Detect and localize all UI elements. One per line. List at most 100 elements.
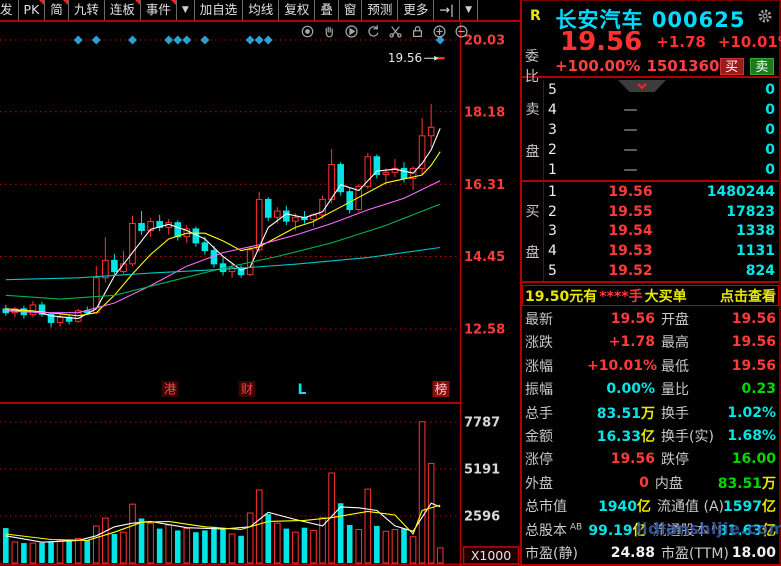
top-toolbar: 发 PK 简九转 连板 事件 ▼ 加自选 均线 复权叠窗预测 更多 →| ▼ bbox=[0, 0, 520, 22]
toolbar-item-窗[interactable]: 窗 bbox=[337, 0, 362, 20]
svg-text:L: L bbox=[298, 382, 307, 398]
toolbar-item-简[interactable]: 简 bbox=[44, 0, 68, 20]
order-level-row[interactable]: 1 — 0 bbox=[544, 160, 779, 180]
stat-value: 18.00 bbox=[731, 545, 776, 562]
level-number: 3 bbox=[548, 122, 557, 138]
level-price[interactable]: 19.55 bbox=[608, 203, 653, 220]
new-feature-mark bbox=[39, 0, 45, 5]
lock-icon[interactable] bbox=[410, 24, 425, 39]
stat-value: 19.56 bbox=[610, 310, 655, 327]
big-order-alert: 19.50元有 ****手 大买单 点击查看 bbox=[522, 285, 779, 306]
stat-value: 19.56 bbox=[731, 357, 776, 374]
stats-row: 总股本 AB 99.19亿 流通股本 A 81.63亿 bbox=[522, 518, 779, 541]
level-volume: 0 bbox=[765, 162, 775, 178]
stat-value: 1597亿 bbox=[723, 499, 776, 516]
level-price[interactable]: — bbox=[623, 122, 638, 138]
toolbar-item-预测[interactable]: 预测 bbox=[361, 0, 397, 20]
weicha-value: 1501360 bbox=[646, 57, 720, 75]
toolbar-item-PK[interactable]: PK bbox=[17, 0, 45, 20]
stat-value: 1940亿 bbox=[598, 499, 652, 516]
stat-label: 市盈(静) bbox=[525, 546, 578, 563]
stat-label: 最低 bbox=[661, 358, 689, 375]
toolbar-item-发[interactable]: 发 bbox=[0, 0, 18, 20]
level-price[interactable]: — bbox=[623, 142, 638, 158]
stat-label: 总股本 AB bbox=[525, 522, 583, 539]
gear-icon[interactable] bbox=[757, 8, 773, 24]
svg-text:X1000: X1000 bbox=[471, 548, 511, 563]
toolbar-item-叠[interactable]: 叠 bbox=[314, 0, 338, 20]
stat-label: 开盘 bbox=[661, 311, 689, 328]
big-order-text: ****手 bbox=[599, 288, 643, 305]
undo-icon[interactable] bbox=[366, 24, 381, 39]
stat-value: 19.56 bbox=[731, 310, 776, 327]
order-level-row[interactable]: 5 19.52 824 bbox=[544, 261, 779, 281]
toolbar-item-均线[interactable]: 均线 bbox=[242, 0, 278, 20]
big-order-view-link[interactable]: 点击查看 bbox=[720, 288, 776, 305]
order-level-row[interactable]: 2 — 0 bbox=[544, 140, 779, 160]
svg-text:榜: 榜 bbox=[435, 382, 448, 397]
stat-value: 0.23 bbox=[741, 381, 776, 398]
buy-button[interactable]: 买 bbox=[719, 57, 744, 75]
stock-title: 长安汽车 000625 bbox=[522, 4, 779, 34]
order-level-row[interactable]: 2 19.55 17823 bbox=[544, 202, 779, 222]
stats-row: 振幅 0.00% 量比 0.23 bbox=[522, 377, 779, 400]
new-feature-mark bbox=[170, 0, 176, 5]
level-price[interactable]: — bbox=[623, 162, 638, 178]
svg-text:14.45: 14.45 bbox=[464, 250, 505, 265]
play-icon[interactable] bbox=[344, 24, 359, 39]
level-price[interactable]: 19.56 bbox=[608, 183, 653, 200]
level-number: 4 bbox=[548, 243, 557, 260]
level-price[interactable]: — bbox=[623, 102, 638, 118]
stat-label: 市盈(TTM) bbox=[661, 546, 729, 563]
level-number: 4 bbox=[548, 102, 557, 118]
bid-side-label: 买盘 bbox=[522, 182, 544, 281]
stat-value: 16.33亿 bbox=[596, 428, 655, 445]
level-volume: 17823 bbox=[726, 203, 775, 220]
toolbar-item-九转[interactable]: 九转 bbox=[67, 0, 104, 20]
scissors-icon[interactable] bbox=[388, 24, 403, 39]
stats-row: 涨跌 +1.78 最高 19.56 bbox=[522, 330, 779, 353]
level-price[interactable]: 19.53 bbox=[608, 243, 653, 260]
order-level-row[interactable]: 1 19.56 1480244 bbox=[544, 182, 779, 202]
zoom-out-icon[interactable] bbox=[454, 24, 469, 39]
toolbar-item-加自选[interactable]: 加自选 bbox=[193, 0, 243, 20]
collapse-levels-widget[interactable] bbox=[618, 80, 666, 92]
toolbar-item-▼[interactable]: ▼ bbox=[459, 0, 478, 20]
svg-text:7787: 7787 bbox=[464, 416, 500, 431]
order-level-row[interactable]: 3 — 0 bbox=[544, 120, 779, 140]
toolbar-item-→|[interactable]: →| bbox=[433, 0, 459, 20]
stats-row: 总手 83.51万 换手 1.02% bbox=[522, 401, 779, 424]
toolbar-item-连板[interactable]: 连板 bbox=[103, 0, 140, 20]
zoom-in-icon[interactable] bbox=[432, 24, 447, 39]
big-order-text: 19.50元有 bbox=[525, 288, 598, 305]
kline-chart[interactable]: 20.03 18.18 16.31 14.45 12.58 7787 5191 2596 19.… bbox=[0, 22, 520, 566]
hand-icon[interactable] bbox=[322, 24, 337, 39]
toolbar-item-▼[interactable]: ▼ bbox=[175, 0, 194, 20]
level-number: 2 bbox=[548, 203, 557, 220]
level-number: 5 bbox=[548, 263, 557, 280]
toolbar-item-事件[interactable]: 事件 bbox=[139, 0, 176, 20]
sell-button[interactable]: 卖 bbox=[749, 57, 774, 75]
stat-label: 最新 bbox=[525, 311, 553, 328]
svg-text:20.03: 20.03 bbox=[464, 34, 505, 49]
order-level-row[interactable]: 4 19.53 1131 bbox=[544, 241, 779, 261]
level-price[interactable]: 19.52 bbox=[608, 263, 653, 280]
stock-code: 000625 bbox=[651, 8, 746, 32]
level-volume: 824 bbox=[745, 263, 775, 280]
stat-label: 涨跌 bbox=[525, 335, 553, 352]
stats-row: 外盘 0 内盘 83.51万 bbox=[522, 471, 779, 494]
level-price[interactable]: 19.54 bbox=[608, 223, 653, 240]
stat-value: 99.19亿 bbox=[588, 522, 647, 539]
stat-value: 19.56 bbox=[731, 334, 776, 351]
toolbar-item-复权[interactable]: 复权 bbox=[278, 0, 314, 20]
level-number: 5 bbox=[548, 82, 557, 98]
toolbar-item-更多[interactable]: 更多 bbox=[397, 0, 433, 20]
stat-unit: 亿 bbox=[762, 522, 776, 539]
svg-text:5191: 5191 bbox=[464, 463, 500, 478]
eye-icon[interactable] bbox=[300, 24, 315, 39]
order-level-row[interactable]: 3 19.54 1338 bbox=[544, 222, 779, 242]
order-level-row[interactable]: 4 — 0 bbox=[544, 100, 779, 120]
stats-row: 金额 16.33亿 换手(实) 1.68% bbox=[522, 424, 779, 447]
